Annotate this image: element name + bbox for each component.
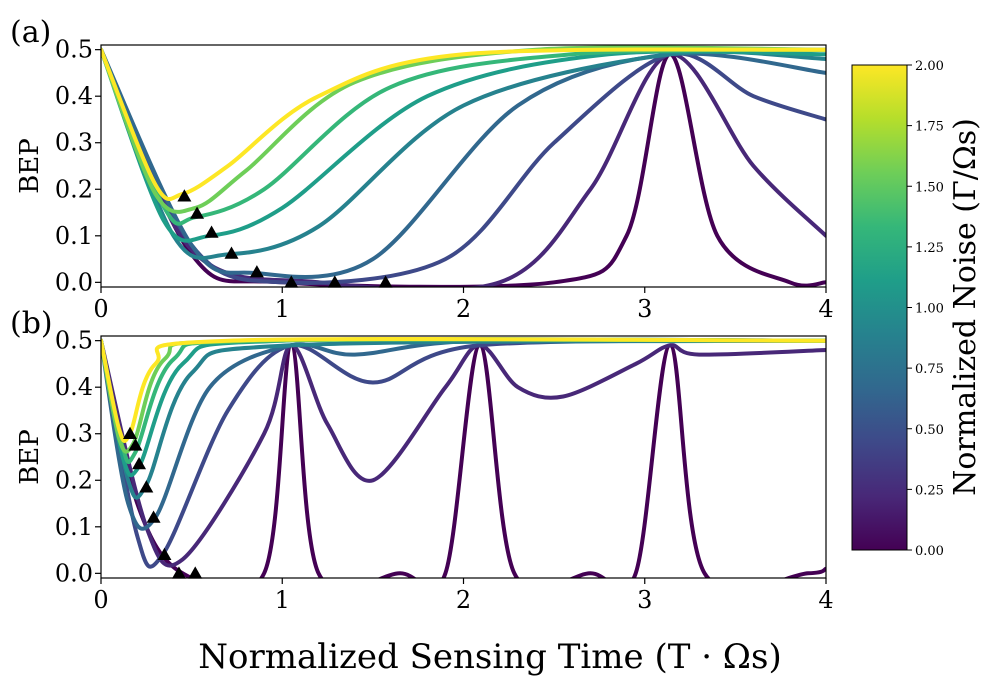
y-tick-label-b-2: 0.2 [55, 466, 93, 494]
colorbar-tick-label-1: 0.25 [915, 483, 944, 498]
minimum-marker-a-4 [249, 265, 264, 278]
y-tick-label-b-0: 0.0 [55, 559, 93, 587]
minimum-marker-b-0 [123, 426, 137, 439]
minimum-marker-b-5 [157, 547, 172, 560]
x-tick-label-a-1: 1 [275, 295, 290, 323]
y-ticks-b: 0.0 0.1 0.2 0.3 0.4 0.5 [55, 327, 101, 587]
x-tick-label-a-4: 4 [818, 295, 833, 323]
colorbar-gradient [851, 64, 908, 551]
y-tick-label-b-3: 0.3 [55, 420, 93, 448]
minima-markers-a [177, 189, 393, 288]
minima-markers-b [123, 426, 203, 579]
minimum-marker-b-2 [132, 456, 147, 470]
x-tick-label-b-1: 1 [275, 586, 290, 614]
x-tick-label-b-2: 2 [456, 586, 471, 614]
colorbar: 0.00 0.25 0.50 0.75 1.00 1.25 1.50 1.75 2.00 Nor… [851, 59, 983, 559]
colorbar-label: Normalized Noise (Γ/Ωs) [948, 118, 983, 496]
series-lines-b [101, 337, 826, 578]
minimum-marker-a-6 [327, 275, 342, 288]
minimum-marker-a-3 [224, 246, 239, 259]
x-tick-label-b-3: 3 [637, 586, 652, 614]
series-line-a-1 [101, 47, 826, 287]
minimum-marker-b-4 [146, 510, 161, 523]
colorbar-tick-label-8: 2.00 [915, 59, 944, 74]
x-tick-label-a-3: 3 [637, 295, 652, 323]
x-ticks-b: 0 1 2 3 4 [93, 578, 834, 614]
minimum-marker-a-7 [378, 275, 393, 288]
x-tick-label-a-0: 0 [93, 295, 108, 323]
series-line-a-8 [101, 47, 826, 202]
y-axis-label-b: BEP [15, 429, 45, 485]
y-tick-label-a-3: 0.3 [55, 129, 93, 157]
colorbar-tick-label-4: 1.00 [915, 302, 944, 317]
y-tick-label-a-5: 0.5 [55, 36, 93, 64]
y-tick-label-a-1: 0.1 [55, 222, 93, 250]
colorbar-tick-label-3: 0.75 [915, 362, 944, 377]
series-line-b-8 [101, 337, 826, 443]
y-tick-label-b-4: 0.4 [55, 373, 93, 401]
y-tick-label-b-5: 0.5 [55, 327, 93, 355]
minimum-marker-b-1 [128, 438, 143, 451]
y-tick-label-b-1: 0.1 [55, 513, 93, 541]
panel-label-a: (a) [10, 15, 51, 50]
series-line-b-4 [101, 338, 826, 500]
minimum-marker-a-2 [204, 225, 219, 238]
colorbar-ticks: 0.00 0.25 0.50 0.75 1.00 1.25 1.50 1.75 2.00 [907, 59, 944, 559]
y-ticks-a: 0.0 0.1 0.2 0.3 0.4 0.5 [55, 36, 101, 296]
colorbar-tick-label-7: 1.75 [915, 120, 944, 135]
series-lines-a [101, 45, 826, 287]
series-line-b-0 [101, 338, 826, 578]
colorbar-tick-label-2: 0.50 [915, 423, 944, 438]
colorbar-tick-label-6: 1.50 [915, 180, 944, 195]
y-tick-label-a-2: 0.2 [55, 175, 93, 203]
x-axis-label: Normalized Sensing Time (T · Ωs) [198, 637, 781, 677]
x-ticks-a: 0 1 2 3 4 [93, 287, 834, 323]
series-line-a-7 [101, 45, 826, 214]
series-line-a-2 [101, 47, 826, 285]
minimum-marker-a-0 [177, 189, 192, 202]
y-axis-label-a: BEP [15, 138, 45, 194]
x-tick-label-b-0: 0 [93, 586, 108, 614]
colorbar-tick-label-0: 0.00 [915, 544, 944, 559]
series-line-a-0 [101, 47, 826, 287]
minimum-marker-b-7 [188, 566, 203, 579]
x-tick-label-b-4: 4 [818, 586, 833, 614]
x-tick-label-a-2: 2 [456, 295, 471, 323]
panel-a: (a) 0.0 0.1 0.2 0.3 0.4 0.5 0 1 2 3 4 BEP [10, 15, 834, 323]
series-line-b-1 [101, 338, 826, 568]
minimum-marker-a-5 [284, 275, 299, 288]
minimum-marker-a-1 [190, 206, 205, 219]
series-line-a-6 [101, 47, 826, 226]
minimum-marker-b-3 [139, 480, 154, 493]
y-tick-label-a-4: 0.4 [55, 82, 93, 110]
y-tick-label-a-0: 0.0 [55, 268, 93, 296]
colorbar-tick-label-5: 1.25 [915, 241, 944, 256]
minimum-marker-b-6 [171, 566, 186, 579]
panel-label-b: (b) [10, 306, 53, 341]
panel-b: (b) 0.0 0.1 0.2 0.3 0.4 0.5 0 1 2 3 4 BEP [10, 306, 834, 614]
